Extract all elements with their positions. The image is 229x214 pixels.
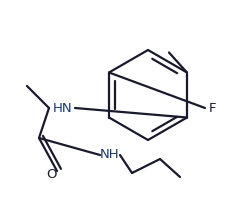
Text: O: O — [46, 168, 57, 181]
Text: NH: NH — [100, 149, 119, 162]
Text: F: F — [208, 101, 216, 114]
Text: HN: HN — [53, 101, 73, 114]
